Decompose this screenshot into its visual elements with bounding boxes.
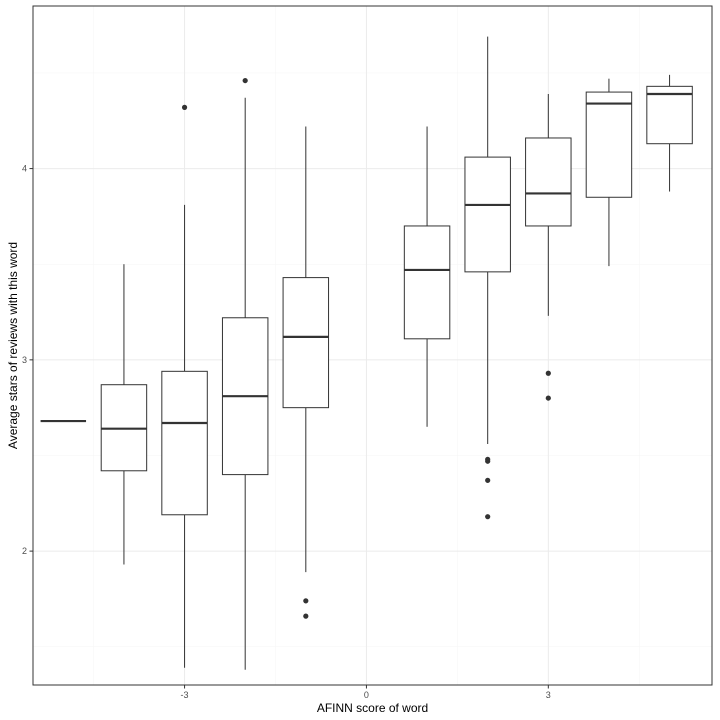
box-iqr (161, 370, 208, 516)
outlier-point (242, 77, 248, 84)
axis-layer: -3 0 3 2 3 4 (22, 164, 551, 700)
box-layer (40, 36, 693, 670)
box-iqr (646, 85, 693, 145)
outlier-point (485, 514, 491, 520)
box-group (525, 93, 572, 401)
x-tick-label: 0 (364, 690, 369, 700)
box-iqr (525, 137, 572, 227)
y-tick-label: 2 (22, 546, 27, 556)
outlier-point (303, 598, 309, 604)
panel-border (32, 5, 713, 686)
box-group (100, 264, 148, 565)
box-iqr (403, 225, 451, 340)
box-iqr (282, 277, 330, 409)
box-group (161, 104, 208, 668)
box-group (282, 126, 330, 619)
y-axis-title: Average stars of reviews with this word (6, 242, 20, 449)
outlier-point (545, 370, 551, 376)
y-tick-label: 3 (22, 355, 27, 365)
outlier-point (545, 395, 551, 401)
box-iqr (464, 156, 511, 273)
box-iqr (585, 91, 633, 198)
outlier-point (181, 104, 188, 110)
grid-layer (33, 6, 712, 685)
box-group (403, 126, 451, 427)
outlier-point (485, 458, 491, 464)
x-axis-title: AFINN score of word (317, 701, 428, 715)
outlier-point (485, 477, 491, 483)
x-tick-label: 3 (546, 690, 551, 700)
box-group (464, 36, 511, 520)
y-tick-label: 4 (22, 164, 27, 174)
box-group (646, 74, 693, 192)
outlier-point (303, 613, 309, 619)
box-group (221, 77, 269, 670)
box-group (585, 78, 633, 267)
x-tick-label: -3 (181, 690, 189, 700)
